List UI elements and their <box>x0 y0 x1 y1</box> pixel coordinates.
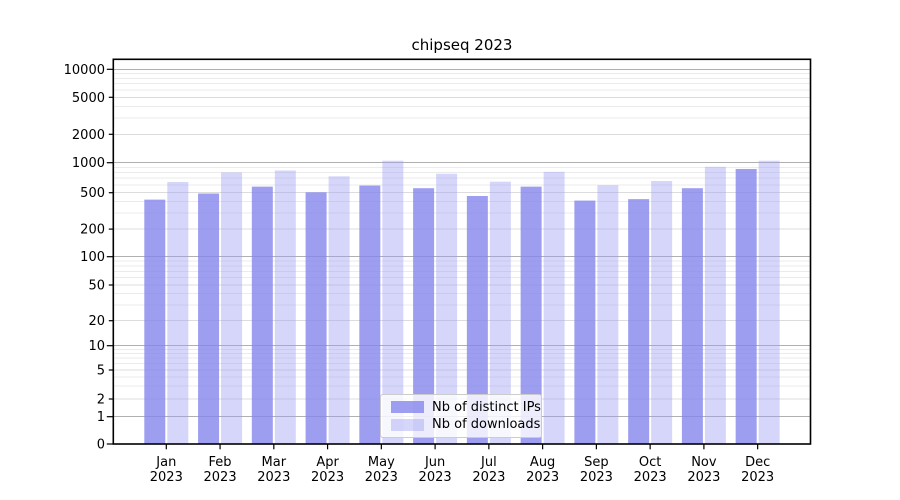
x-tick-label-dec: Dec <box>745 455 770 470</box>
y-tick-label-100: 100 <box>80 250 105 265</box>
chart-title: chipseq 2023 <box>411 36 513 54</box>
x-tick-year-oct: 2023 <box>634 470 667 485</box>
y-tick-label-200: 200 <box>80 223 105 238</box>
bar-nb-of-downloads-jan <box>167 182 189 444</box>
bar-nb-of-downloads-jun <box>436 173 458 445</box>
x-tick-label-sep: Sep <box>584 455 609 470</box>
y-tick-label-1000: 1000 <box>72 156 105 171</box>
bar-nb-of-distinct-ips-jan <box>144 199 166 444</box>
bar-nb-of-distinct-ips-dec <box>735 168 757 444</box>
y-tick-label-5000: 5000 <box>72 91 105 106</box>
x-tick-label-apr: Apr <box>316 455 339 470</box>
x-tick-year-may: 2023 <box>365 470 398 485</box>
y-tick-label-2000: 2000 <box>72 128 105 143</box>
bar-nb-of-downloads-mar <box>274 170 296 444</box>
x-tick-year-apr: 2023 <box>311 470 344 485</box>
x-tick-label-nov: Nov <box>691 455 717 470</box>
y-tick-label-0: 0 <box>97 438 105 453</box>
x-tick-label-oct: Oct <box>639 455 661 470</box>
bar-nb-of-distinct-ips-mar <box>251 186 273 444</box>
x-tick-year-mar: 2023 <box>257 470 290 485</box>
bar-nb-of-distinct-ips-sep <box>574 200 596 444</box>
legend-label-nb-of-distinct-ips: Nb of distinct IPs <box>432 399 541 415</box>
x-tick-label-jun: Jun <box>424 455 445 470</box>
bar-nb-of-downloads-sep <box>597 185 619 445</box>
x-tick-label-jan: Jan <box>155 455 176 470</box>
bar-nb-of-distinct-ips-aug <box>520 186 542 444</box>
x-tick-label-aug: Aug <box>530 455 555 470</box>
x-tick-year-jun: 2023 <box>419 470 452 485</box>
x-tick-year-feb: 2023 <box>204 470 237 485</box>
y-tick-label-500: 500 <box>80 186 105 201</box>
bar-nb-of-distinct-ips-nov <box>681 188 703 444</box>
y-tick-label-2: 2 <box>97 393 105 408</box>
legend-swatch-nb-of-distinct-ips <box>391 401 424 414</box>
bar-nb-of-downloads-may <box>382 160 404 445</box>
legend: Nb of distinct IPs Nb of downloads <box>380 394 542 438</box>
y-tick-label-20: 20 <box>88 314 105 329</box>
x-tick-year-jan: 2023 <box>150 470 183 485</box>
axes-spines <box>112 58 812 445</box>
x-tick-label-may: May <box>368 455 395 470</box>
legend-swatch-nb-of-downloads <box>391 418 424 431</box>
bar-nb-of-distinct-ips-may <box>359 185 381 445</box>
bar-nb-of-downloads-nov <box>704 166 726 444</box>
x-tick-label-feb: Feb <box>209 455 232 470</box>
x-tick-year-nov: 2023 <box>687 470 720 485</box>
bar-nb-of-downloads-oct <box>651 181 673 444</box>
y-tick-label-5: 5 <box>97 364 105 379</box>
bar-nb-of-downloads-dec <box>758 160 780 445</box>
x-tick-year-aug: 2023 <box>526 470 559 485</box>
bar-nb-of-downloads-apr <box>328 176 350 444</box>
x-tick-year-dec: 2023 <box>741 470 774 485</box>
y-tick-label-1: 1 <box>97 410 105 425</box>
legend-item-nb-of-downloads: Nb of downloads <box>391 417 540 432</box>
bar-nb-of-distinct-ips-feb <box>198 193 220 444</box>
bar-nb-of-downloads-aug <box>543 171 565 444</box>
bar-nb-of-distinct-ips-jun <box>413 188 435 444</box>
x-tick-label-jul: Jul <box>480 455 497 470</box>
x-tick-year-jul: 2023 <box>472 470 505 485</box>
y-tick-label-10: 10 <box>88 339 105 354</box>
x-tick-year-sep: 2023 <box>580 470 613 485</box>
legend-item-nb-of-distinct-ips: Nb of distinct IPs <box>391 400 541 415</box>
x-tick-label-mar: Mar <box>262 455 287 470</box>
legend-label-nb-of-downloads: Nb of downloads <box>432 417 541 433</box>
bar-nb-of-distinct-ips-apr <box>305 192 327 444</box>
bar-nb-of-downloads-feb <box>221 172 243 444</box>
y-tick-label-50: 50 <box>88 279 105 294</box>
bar-nb-of-distinct-ips-oct <box>628 199 650 444</box>
bar-nb-of-distinct-ips-jul <box>466 196 488 444</box>
y-tick-label-10000: 10000 <box>64 63 105 78</box>
bar-nb-of-downloads-jul <box>489 181 511 444</box>
